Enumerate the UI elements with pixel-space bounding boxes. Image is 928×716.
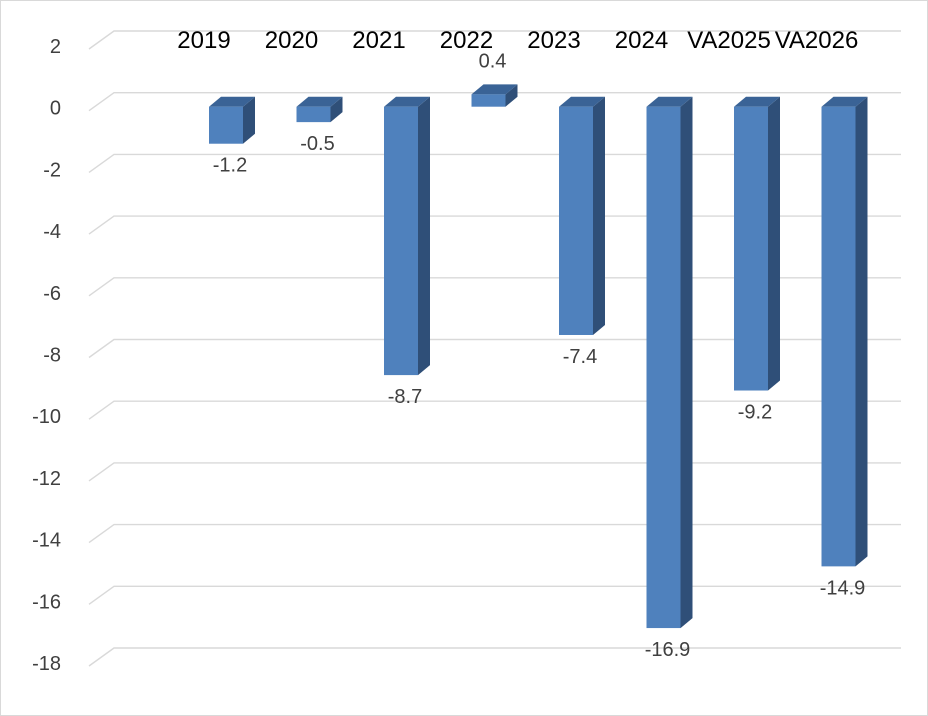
bar-top-face — [296, 96, 343, 107]
bar-side-face — [505, 84, 518, 107]
gridline — [88, 215, 901, 235]
bar-top-face — [821, 96, 868, 107]
data-label-2020: -0.5 — [300, 133, 334, 155]
x-category-label-2022: 2022 — [440, 27, 493, 54]
y-tick-label: -18 — [32, 653, 61, 675]
bar-side-face — [680, 96, 693, 629]
bar-front-face — [471, 94, 506, 107]
y-tick-label: 0 — [50, 98, 61, 120]
y-tick-label: -6 — [43, 283, 61, 305]
bar-front-face — [209, 106, 243, 144]
data-label-2023: -7.4 — [563, 346, 597, 368]
data-label-va2025: -9.2 — [738, 402, 772, 424]
y-tick-label: -4 — [43, 221, 61, 243]
y-axis-tick-labels: 2 0 -2 -4 -6 -8 -10 -12 -14 -16 -18 — [32, 36, 61, 675]
x-category-label-2021: 2021 — [352, 27, 405, 54]
bar-side-face — [243, 96, 255, 144]
data-label-2019: -1.2 — [213, 155, 247, 177]
bar-top-face — [559, 96, 605, 107]
y-tick-label: -10 — [32, 406, 61, 428]
bar-2020 — [296, 96, 343, 123]
x-category-label-2023: 2023 — [527, 27, 580, 54]
y-tick-label: -8 — [43, 345, 61, 367]
gridline — [88, 523, 901, 544]
bar-2022 — [471, 84, 518, 107]
gridline — [88, 585, 901, 605]
gridline — [88, 153, 901, 173]
bar-top-face — [471, 84, 518, 95]
data-label-2021: -8.7 — [388, 386, 422, 408]
bar-va2026 — [821, 96, 868, 567]
bar-front-face — [646, 106, 681, 629]
gridline — [88, 647, 901, 667]
bar-2021 — [384, 96, 430, 376]
bar-side-face — [768, 96, 780, 391]
bar-side-face — [855, 96, 868, 567]
gridlines — [88, 30, 901, 667]
gridline — [88, 400, 901, 420]
bar-side-face — [418, 96, 430, 376]
x-category-label-2020: 2020 — [265, 27, 318, 54]
data-label-va2026: -14.9 — [820, 577, 866, 599]
bars — [209, 84, 868, 629]
bar-top-face — [384, 96, 430, 107]
y-tick-label: 2 — [50, 36, 61, 58]
gridline — [88, 30, 901, 50]
bar-top-face — [209, 96, 255, 107]
x-axis-category-labels: 2019 2020 2021 2022 2023 2024 VA2025 VA2026 — [177, 27, 858, 54]
gridline — [88, 462, 901, 482]
bar-front-face — [734, 106, 768, 391]
bar-front-face — [821, 106, 856, 567]
gridline — [88, 277, 901, 297]
bar-2019 — [209, 96, 255, 144]
bar-top-face — [646, 96, 693, 107]
y-tick-label: -12 — [32, 468, 61, 490]
x-category-label-va2025: VA2025 — [687, 27, 771, 54]
y-tick-label: -16 — [32, 591, 61, 613]
x-category-label-2019: 2019 — [177, 27, 230, 54]
bar-2023 — [559, 96, 605, 335]
y-tick-label: -2 — [43, 159, 61, 181]
bar-va2025 — [734, 96, 780, 391]
data-label-2024: -16.9 — [645, 639, 691, 661]
y-tick-label: -14 — [32, 530, 61, 552]
bar-front-face — [296, 106, 331, 123]
gridline — [88, 91, 901, 112]
data-label-2022: 0.4 — [479, 50, 507, 72]
data-labels: -1.2 -0.5 -8.7 0.4 -7.4 -16.9 -9.2 -14.9 — [213, 50, 866, 661]
bar-side-face — [330, 96, 343, 123]
bar-side-face — [593, 96, 605, 335]
bar-top-face — [734, 96, 780, 107]
bar-2024 — [646, 96, 693, 629]
gridline — [88, 338, 901, 359]
bar-front-face — [559, 106, 593, 335]
bar-front-face — [384, 106, 418, 376]
x-category-label-2024: 2024 — [615, 27, 668, 54]
x-category-label-va2026: VA2026 — [775, 27, 859, 54]
